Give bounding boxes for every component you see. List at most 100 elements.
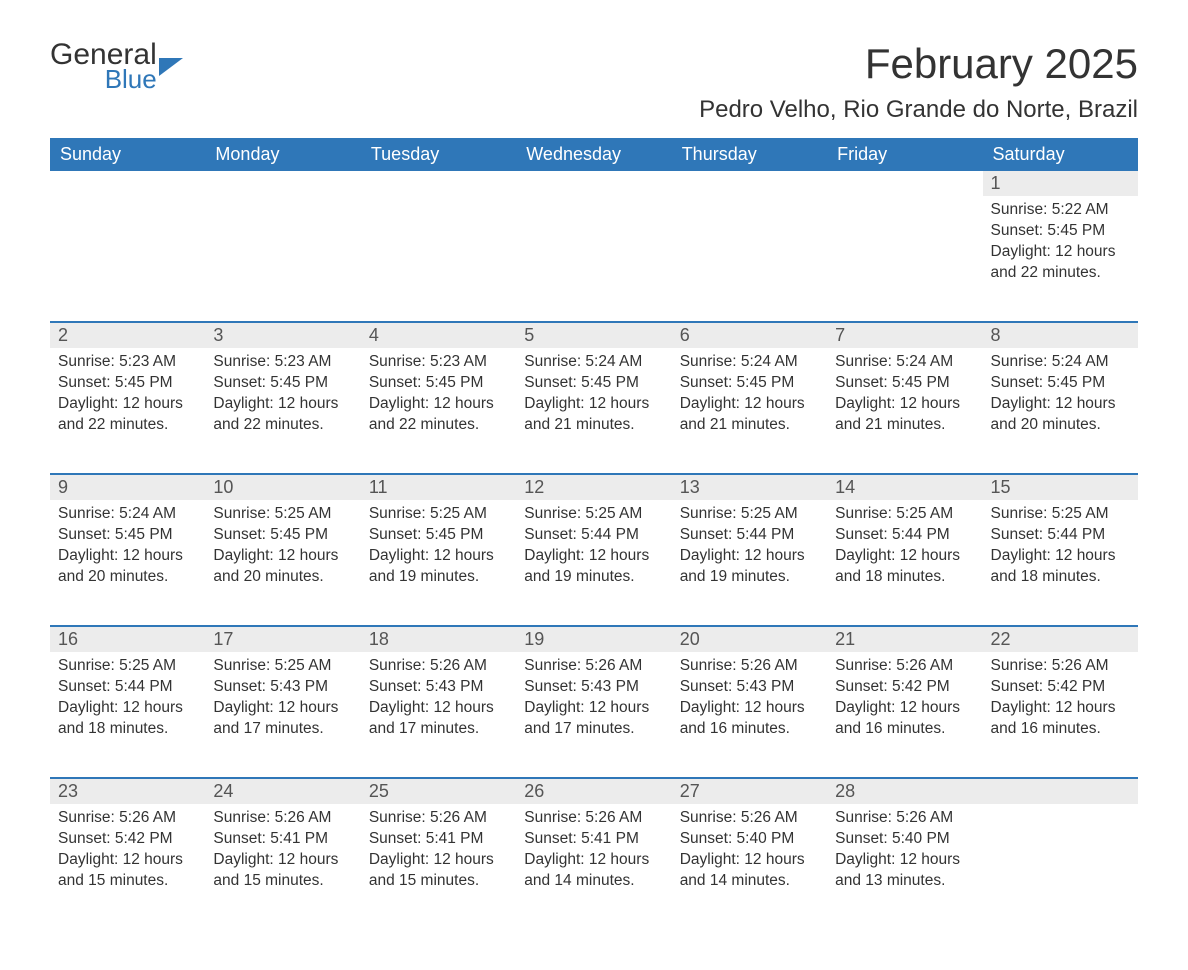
daylight-line: Daylight: 12 hours and 19 minutes. — [680, 546, 819, 588]
sunset-line: Sunset: 5:40 PM — [680, 829, 819, 850]
day-cell: Sunrise: 5:26 AMSunset: 5:43 PMDaylight:… — [672, 652, 827, 778]
sunrise-line: Sunrise: 5:26 AM — [524, 808, 663, 829]
day-number-cell: 25 — [361, 778, 516, 804]
day-cell: Sunrise: 5:24 AMSunset: 5:45 PMDaylight:… — [516, 348, 671, 474]
day-content: Sunrise: 5:26 AMSunset: 5:41 PMDaylight:… — [361, 804, 516, 902]
day-cell: Sunrise: 5:25 AMSunset: 5:43 PMDaylight:… — [205, 652, 360, 778]
day-cell: Sunrise: 5:26 AMSunset: 5:41 PMDaylight:… — [516, 804, 671, 930]
day-cell: Sunrise: 5:26 AMSunset: 5:40 PMDaylight:… — [672, 804, 827, 930]
sunrise-line: Sunrise: 5:25 AM — [213, 504, 352, 525]
day-cell: Sunrise: 5:26 AMSunset: 5:42 PMDaylight:… — [983, 652, 1138, 778]
sunset-line: Sunset: 5:44 PM — [991, 525, 1130, 546]
daylight-line: Daylight: 12 hours and 13 minutes. — [835, 850, 974, 892]
day-cell: Sunrise: 5:24 AMSunset: 5:45 PMDaylight:… — [983, 348, 1138, 474]
daylight-line: Daylight: 12 hours and 22 minutes. — [58, 394, 197, 436]
day-number-cell: 12 — [516, 474, 671, 500]
sunset-line: Sunset: 5:41 PM — [213, 829, 352, 850]
day-content: Sunrise: 5:23 AMSunset: 5:45 PMDaylight:… — [205, 348, 360, 446]
day-number-cell: 16 — [50, 626, 205, 652]
daylight-line: Daylight: 12 hours and 18 minutes. — [991, 546, 1130, 588]
day-content-row: Sunrise: 5:26 AMSunset: 5:42 PMDaylight:… — [50, 804, 1138, 930]
weekday-header: Monday — [205, 138, 360, 171]
daylight-line: Daylight: 12 hours and 16 minutes. — [835, 698, 974, 740]
day-cell: Sunrise: 5:25 AMSunset: 5:44 PMDaylight:… — [672, 500, 827, 626]
day-cell: Sunrise: 5:24 AMSunset: 5:45 PMDaylight:… — [827, 348, 982, 474]
sunset-line: Sunset: 5:41 PM — [524, 829, 663, 850]
sunrise-line: Sunrise: 5:25 AM — [58, 656, 197, 677]
day-content: Sunrise: 5:24 AMSunset: 5:45 PMDaylight:… — [827, 348, 982, 446]
daylight-line: Daylight: 12 hours and 17 minutes. — [524, 698, 663, 740]
daylight-line: Daylight: 12 hours and 16 minutes. — [991, 698, 1130, 740]
day-content: Sunrise: 5:24 AMSunset: 5:45 PMDaylight:… — [983, 348, 1138, 446]
day-cell — [50, 196, 205, 322]
day-cell: Sunrise: 5:26 AMSunset: 5:43 PMDaylight:… — [516, 652, 671, 778]
daylight-line: Daylight: 12 hours and 20 minutes. — [991, 394, 1130, 436]
day-content: Sunrise: 5:24 AMSunset: 5:45 PMDaylight:… — [672, 348, 827, 446]
day-content: Sunrise: 5:25 AMSunset: 5:44 PMDaylight:… — [516, 500, 671, 598]
location-label: Pedro Velho, Rio Grande do Norte, Brazil — [699, 96, 1138, 124]
day-number-row: 9101112131415 — [50, 474, 1138, 500]
day-content: Sunrise: 5:25 AMSunset: 5:44 PMDaylight:… — [672, 500, 827, 598]
day-content: Sunrise: 5:25 AMSunset: 5:44 PMDaylight:… — [983, 500, 1138, 598]
day-number-cell: 8 — [983, 322, 1138, 348]
day-cell — [983, 804, 1138, 930]
brand-triangle-icon — [159, 58, 183, 76]
day-content: Sunrise: 5:26 AMSunset: 5:43 PMDaylight:… — [361, 652, 516, 750]
sunrise-line: Sunrise: 5:26 AM — [213, 808, 352, 829]
day-number-cell: 14 — [827, 474, 982, 500]
sunrise-line: Sunrise: 5:25 AM — [680, 504, 819, 525]
sunset-line: Sunset: 5:42 PM — [835, 677, 974, 698]
weekday-header: Sunday — [50, 138, 205, 171]
sunrise-line: Sunrise: 5:26 AM — [835, 808, 974, 829]
day-cell: Sunrise: 5:25 AMSunset: 5:44 PMDaylight:… — [983, 500, 1138, 626]
day-cell: Sunrise: 5:25 AMSunset: 5:44 PMDaylight:… — [827, 500, 982, 626]
day-number-row: 1 — [50, 171, 1138, 196]
sunset-line: Sunset: 5:42 PM — [58, 829, 197, 850]
day-content: Sunrise: 5:26 AMSunset: 5:40 PMDaylight:… — [672, 804, 827, 902]
day-content-row: Sunrise: 5:24 AMSunset: 5:45 PMDaylight:… — [50, 500, 1138, 626]
sunset-line: Sunset: 5:45 PM — [680, 373, 819, 394]
day-number-cell: 19 — [516, 626, 671, 652]
day-content: Sunrise: 5:26 AMSunset: 5:42 PMDaylight:… — [983, 652, 1138, 750]
daylight-line: Daylight: 12 hours and 15 minutes. — [58, 850, 197, 892]
daylight-line: Daylight: 12 hours and 22 minutes. — [369, 394, 508, 436]
day-number-cell: 2 — [50, 322, 205, 348]
sunset-line: Sunset: 5:45 PM — [369, 373, 508, 394]
day-number-cell: 3 — [205, 322, 360, 348]
day-number-cell: 28 — [827, 778, 982, 804]
day-content: Sunrise: 5:25 AMSunset: 5:45 PMDaylight:… — [205, 500, 360, 598]
month-title: February 2025 — [699, 40, 1138, 88]
day-number-cell — [672, 171, 827, 196]
sunset-line: Sunset: 5:43 PM — [680, 677, 819, 698]
calendar-table: SundayMondayTuesdayWednesdayThursdayFrid… — [50, 138, 1138, 930]
daylight-line: Daylight: 12 hours and 15 minutes. — [213, 850, 352, 892]
sunset-line: Sunset: 5:45 PM — [213, 373, 352, 394]
day-number-cell: 1 — [983, 171, 1138, 196]
day-number-cell: 24 — [205, 778, 360, 804]
day-cell: Sunrise: 5:26 AMSunset: 5:42 PMDaylight:… — [827, 652, 982, 778]
brand-word-2: Blue — [105, 66, 157, 92]
sunrise-line: Sunrise: 5:26 AM — [680, 656, 819, 677]
day-content: Sunrise: 5:25 AMSunset: 5:44 PMDaylight:… — [827, 500, 982, 598]
sunrise-line: Sunrise: 5:23 AM — [58, 352, 197, 373]
weekday-header: Tuesday — [361, 138, 516, 171]
daylight-line: Daylight: 12 hours and 19 minutes. — [369, 546, 508, 588]
daylight-line: Daylight: 12 hours and 17 minutes. — [369, 698, 508, 740]
day-number-row: 232425262728 — [50, 778, 1138, 804]
day-cell — [672, 196, 827, 322]
daylight-line: Daylight: 12 hours and 20 minutes. — [58, 546, 197, 588]
day-content: Sunrise: 5:26 AMSunset: 5:41 PMDaylight:… — [516, 804, 671, 902]
day-cell: Sunrise: 5:26 AMSunset: 5:41 PMDaylight:… — [205, 804, 360, 930]
weekday-header: Wednesday — [516, 138, 671, 171]
day-cell: Sunrise: 5:25 AMSunset: 5:45 PMDaylight:… — [361, 500, 516, 626]
day-cell — [516, 196, 671, 322]
sunrise-line: Sunrise: 5:26 AM — [369, 808, 508, 829]
daylight-line: Daylight: 12 hours and 14 minutes. — [524, 850, 663, 892]
sunrise-line: Sunrise: 5:26 AM — [524, 656, 663, 677]
day-number-row: 2345678 — [50, 322, 1138, 348]
daylight-line: Daylight: 12 hours and 19 minutes. — [524, 546, 663, 588]
day-content-row: Sunrise: 5:23 AMSunset: 5:45 PMDaylight:… — [50, 348, 1138, 474]
day-content-row: Sunrise: 5:22 AMSunset: 5:45 PMDaylight:… — [50, 196, 1138, 322]
weekday-header-row: SundayMondayTuesdayWednesdayThursdayFrid… — [50, 138, 1138, 171]
day-number-cell: 15 — [983, 474, 1138, 500]
